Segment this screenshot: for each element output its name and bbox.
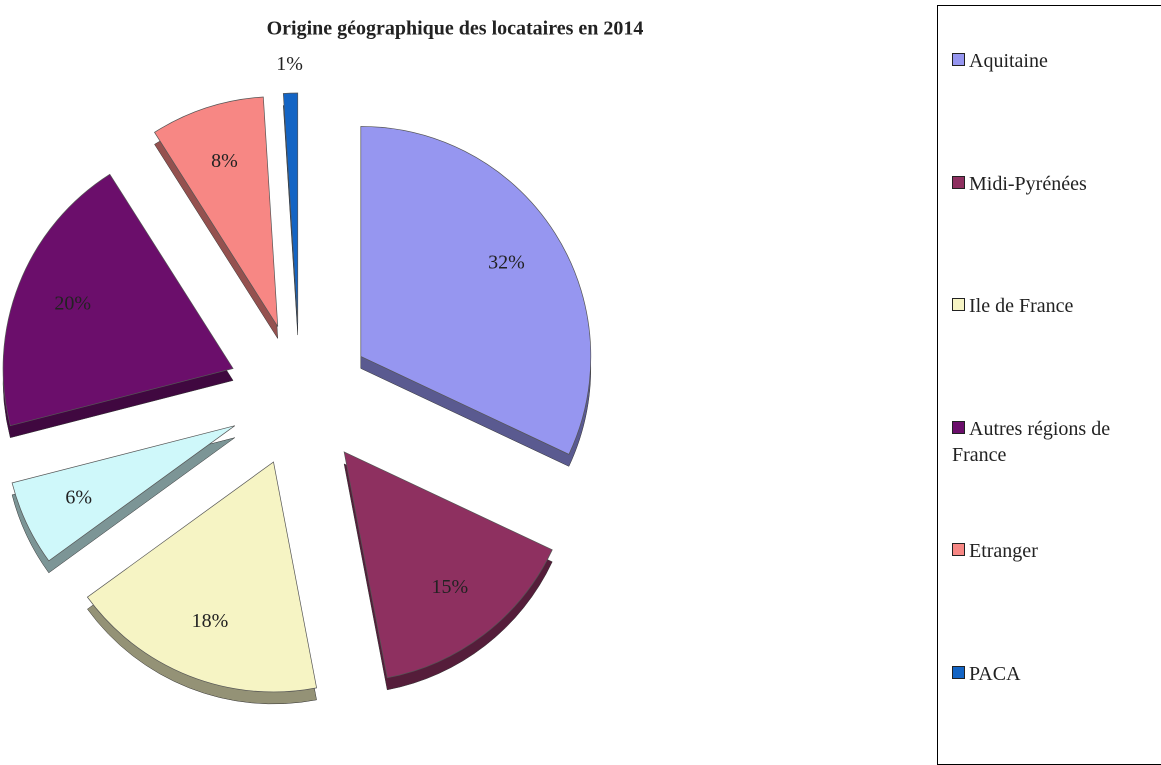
data-label: 8% [211,150,238,172]
legend-entry: Midi-Pyrénées [952,171,1161,197]
legend-label: Midi-Pyrénées [969,172,1087,195]
legend-swatch [952,420,965,434]
legend-entry: Autres régions de France [952,416,1161,468]
slice [154,96,279,327]
legend-swatch [952,298,965,311]
legend-label: Ile de France [969,295,1074,317]
slice [282,92,299,324]
data-label: 6% [65,487,92,509]
data-label: 20% [54,293,91,315]
slice [2,173,234,427]
chart-title: Origine géographique des locataires en 2… [267,18,644,40]
slice [343,451,553,679]
slice [86,461,318,693]
data-label: 15% [432,576,469,598]
data-label: 18% [192,610,229,632]
legend-entry: PACA [952,661,1161,687]
page: Origine géographique des locataires en 2… [2,5,1161,765]
legend-swatch [952,175,965,189]
slice [360,126,592,455]
legend-entry: Etranger [952,538,1161,564]
data-label: 1% [276,53,303,75]
chart: Origine géographique des locataires en 2… [2,18,644,705]
legend: Aquitaine Midi-Pyrénées Ile de France Autre… [937,5,1161,765]
legend-entry: Aquitaine [952,48,1161,74]
legend-swatch [952,665,965,679]
legend-label: Aquitaine [969,50,1048,72]
slice [11,425,236,562]
legend-swatch [952,53,965,66]
legend-entry: Ile de France [952,293,1161,319]
legend-label: PACA [969,662,1021,685]
legend-swatch [952,543,965,556]
data-label: 32% [488,252,525,274]
legend-label: Autres régions de France [952,417,1111,466]
legend-label: Etranger [969,540,1038,562]
